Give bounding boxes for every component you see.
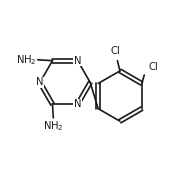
- Text: N: N: [74, 56, 81, 66]
- Text: Cl: Cl: [111, 46, 121, 56]
- Text: Cl: Cl: [149, 62, 158, 72]
- Text: N: N: [74, 99, 81, 109]
- Text: NH$_2$: NH$_2$: [16, 53, 37, 67]
- Text: N: N: [36, 78, 44, 87]
- Text: NH$_2$: NH$_2$: [43, 120, 63, 133]
